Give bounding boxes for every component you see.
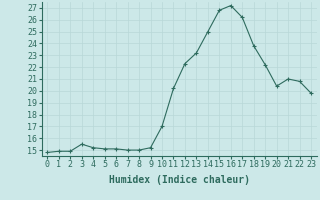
X-axis label: Humidex (Indice chaleur): Humidex (Indice chaleur) <box>109 175 250 185</box>
